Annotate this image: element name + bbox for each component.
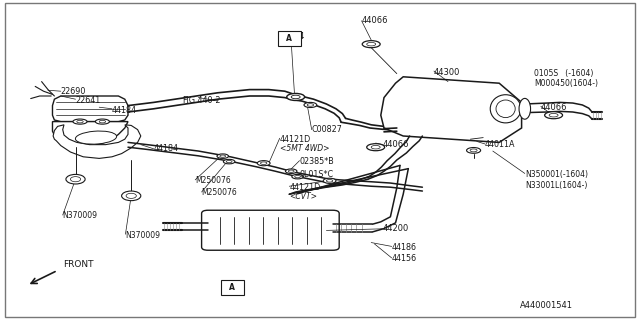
Ellipse shape	[257, 161, 270, 166]
Polygon shape	[52, 96, 128, 122]
Ellipse shape	[326, 180, 333, 182]
Ellipse shape	[470, 149, 477, 152]
Ellipse shape	[371, 145, 380, 149]
Text: 44121D: 44121D	[289, 183, 321, 192]
Ellipse shape	[73, 119, 87, 124]
Text: 44121D: 44121D	[280, 135, 311, 144]
Text: 44300: 44300	[434, 68, 460, 76]
FancyBboxPatch shape	[278, 31, 301, 46]
Text: FRONT: FRONT	[63, 260, 93, 269]
Ellipse shape	[285, 169, 297, 173]
Ellipse shape	[223, 159, 235, 164]
Text: 44066: 44066	[541, 103, 567, 112]
Ellipse shape	[362, 41, 380, 48]
Circle shape	[126, 193, 136, 198]
Ellipse shape	[287, 93, 305, 100]
Polygon shape	[53, 125, 141, 158]
Text: A440001541: A440001541	[520, 301, 573, 310]
Text: 02385*B: 02385*B	[300, 157, 334, 166]
Text: 44200: 44200	[383, 224, 409, 233]
Ellipse shape	[227, 161, 232, 163]
Circle shape	[122, 191, 141, 201]
FancyBboxPatch shape	[221, 280, 244, 295]
Ellipse shape	[307, 104, 314, 106]
Ellipse shape	[496, 100, 515, 118]
Ellipse shape	[77, 120, 83, 123]
Ellipse shape	[549, 114, 558, 117]
Ellipse shape	[217, 154, 228, 158]
Ellipse shape	[99, 120, 106, 123]
Text: 44284: 44284	[278, 32, 305, 41]
Ellipse shape	[295, 175, 301, 178]
Text: A: A	[286, 34, 292, 43]
Ellipse shape	[260, 162, 267, 164]
Ellipse shape	[292, 174, 303, 179]
Text: N33001L(1604-): N33001L(1604-)	[525, 181, 587, 190]
Text: N370009: N370009	[63, 212, 98, 220]
Text: M250076: M250076	[195, 176, 231, 185]
Text: 0105S   (-1604): 0105S (-1604)	[534, 69, 594, 78]
Polygon shape	[381, 77, 522, 142]
Text: M250076: M250076	[202, 188, 237, 197]
Polygon shape	[52, 122, 128, 146]
Text: 22641: 22641	[76, 96, 100, 105]
Text: A: A	[229, 283, 236, 292]
Text: N350001(-1604): N350001(-1604)	[525, 170, 588, 179]
Ellipse shape	[367, 144, 385, 151]
Text: 44184: 44184	[112, 106, 137, 115]
Text: FIG.440-2: FIG.440-2	[182, 96, 221, 105]
Ellipse shape	[304, 102, 317, 108]
Ellipse shape	[323, 178, 336, 183]
FancyBboxPatch shape	[202, 210, 339, 250]
Ellipse shape	[95, 119, 109, 124]
Text: 22690: 22690	[61, 87, 86, 96]
Ellipse shape	[490, 95, 521, 123]
Text: N370009: N370009	[125, 231, 161, 240]
Text: 44184: 44184	[154, 144, 179, 153]
Text: 44186: 44186	[392, 243, 417, 252]
Text: C00827: C00827	[312, 125, 342, 134]
Text: <5MT 4WD>: <5MT 4WD>	[280, 144, 329, 153]
Ellipse shape	[545, 112, 563, 119]
Text: 44011A: 44011A	[485, 140, 516, 149]
Circle shape	[70, 177, 81, 182]
Ellipse shape	[288, 170, 294, 172]
Ellipse shape	[367, 43, 376, 46]
Ellipse shape	[519, 99, 531, 119]
Ellipse shape	[76, 131, 116, 144]
Ellipse shape	[467, 148, 481, 153]
Ellipse shape	[220, 155, 225, 157]
Ellipse shape	[291, 95, 300, 99]
Text: 44156: 44156	[392, 254, 417, 263]
Circle shape	[66, 174, 85, 184]
Text: <CVT>: <CVT>	[289, 192, 317, 201]
Text: 44066: 44066	[383, 140, 409, 149]
Text: 44066: 44066	[362, 16, 388, 25]
Text: 0L01S*C: 0L01S*C	[300, 170, 333, 179]
Text: M000450(1604-): M000450(1604-)	[534, 79, 598, 88]
